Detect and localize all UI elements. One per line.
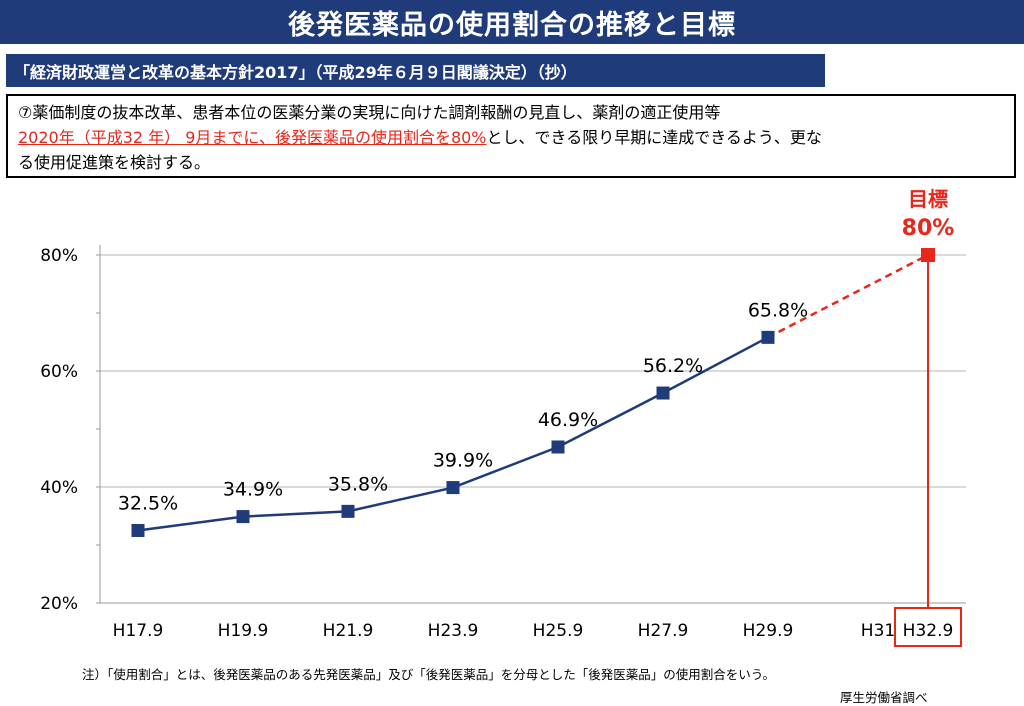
x-tick-label: H19.9 (218, 621, 269, 641)
x-tick-label: H27.9 (638, 621, 689, 641)
data-point (446, 481, 460, 495)
target-value-label: 80% (902, 216, 955, 241)
data-point (341, 504, 355, 518)
x-tick-label: H21.9 (323, 621, 374, 641)
y-tick-label: 20% (40, 594, 78, 614)
x-tick-label: H29.9 (743, 621, 794, 641)
data-label: 32.5% (118, 493, 178, 515)
data-label: 56.2% (643, 355, 703, 377)
data-label: 65.8% (748, 299, 808, 321)
target-point (921, 248, 935, 262)
policy-text-box: ⑦薬価制度の抜本改革、患者本位の医薬分業の実現に向けた調剤報酬の見直し、薬剤の適… (6, 94, 1016, 178)
data-label: 34.9% (223, 479, 283, 501)
data-point (656, 386, 670, 400)
x-tick-label: H25.9 (533, 621, 584, 641)
data-label: 46.9% (538, 409, 598, 431)
x-tick-label: H23.9 (428, 621, 479, 641)
target-dashed-line (767, 253, 929, 339)
data-point (236, 510, 250, 524)
policy-line-1: ⑦薬価制度の抜本改革、患者本位の医薬分業の実現に向けた調剤報酬の見直し、薬剤の適… (18, 103, 721, 122)
policy-line-3: る使用促進策を検討する。 (18, 153, 211, 172)
y-tick-label: 40% (40, 478, 78, 498)
y-tick-label: 80% (40, 246, 78, 266)
data-point (761, 330, 775, 344)
data-point (551, 440, 565, 454)
policy-line-2: 2020年（平成32 年） 9月までに、後発医薬品の使用割合を80%とし、できる… (18, 125, 1004, 150)
footnote: 注）「使用割合」とは、後発医薬品のある先発医薬品」及び「後発医薬品」を分母とした… (82, 667, 776, 682)
data-label: 35.8% (328, 473, 388, 495)
data-label: 39.9% (433, 450, 493, 472)
policy-highlight: 2020年（平成32 年） 9月までに、後発医薬品の使用割合を80% (18, 128, 487, 147)
target-label: 目標 (908, 187, 948, 211)
generic-usage-line-chart: 20% 40% 60% 80% H17.9 H19.9 H21.9 H23.9 H25.9 H27… (40, 187, 966, 647)
page-title: 後発医薬品の使用割合の推移と目標 (0, 0, 1024, 44)
y-tick-label: 60% (40, 362, 78, 382)
policy-line-2-rest: とし、できる限り早期に達成できるよう、更な (486, 128, 822, 147)
x-tick-label: H31 (861, 621, 895, 641)
data-point (131, 524, 145, 537)
source-credit: 厚生労働省調べ (840, 690, 928, 705)
x-tick-label: H32.9 (903, 621, 954, 641)
x-tick-label: H17.9 (113, 621, 164, 641)
policy-subtitle: 「経済財政運営と改革の基本方針2017」（平成29年６月９日閣議決定）（抄） (6, 54, 825, 87)
